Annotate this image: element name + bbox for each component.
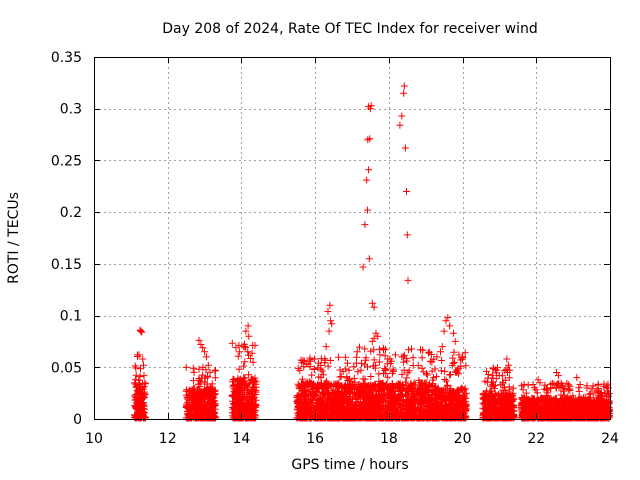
roti-markers bbox=[131, 82, 614, 422]
x-axis-ticks: 10 12 14 16 18 20 22 24 bbox=[85, 57, 619, 447]
y-tick-label: 0.3 bbox=[60, 102, 82, 118]
y-tick-label: 0 bbox=[73, 412, 82, 428]
x-tick-label: 22 bbox=[527, 431, 545, 447]
x-tick-label: 24 bbox=[601, 431, 619, 447]
plot-frame bbox=[94, 57, 611, 420]
y-axis-ticks: 0 0.05 0.1 0.15 0.2 0.25 0.3 0.35 bbox=[51, 50, 610, 428]
chart-title: Day 208 of 2024, Rate Of TEC Index for r… bbox=[162, 21, 537, 37]
x-axis-label: GPS time / hours bbox=[291, 457, 408, 473]
y-tick-label: 0.05 bbox=[51, 360, 82, 376]
x-tick-label: 14 bbox=[233, 431, 251, 447]
y-tick-label: 0.25 bbox=[51, 153, 82, 169]
x-tick-label: 20 bbox=[454, 431, 472, 447]
x-tick-label: 16 bbox=[306, 431, 324, 447]
y-tick-label: 0.1 bbox=[60, 309, 82, 325]
y-tick-label: 0.35 bbox=[51, 50, 82, 66]
y-axis-label: ROTI / TECUs bbox=[6, 192, 22, 284]
grid-lines bbox=[94, 57, 610, 419]
y-tick-label: 0.2 bbox=[60, 205, 82, 221]
y-tick-label: 0.15 bbox=[51, 257, 82, 273]
data-points bbox=[131, 82, 614, 422]
x-tick-label: 12 bbox=[159, 431, 177, 447]
x-tick-label: 18 bbox=[380, 431, 398, 447]
x-tick-label: 10 bbox=[85, 431, 103, 447]
